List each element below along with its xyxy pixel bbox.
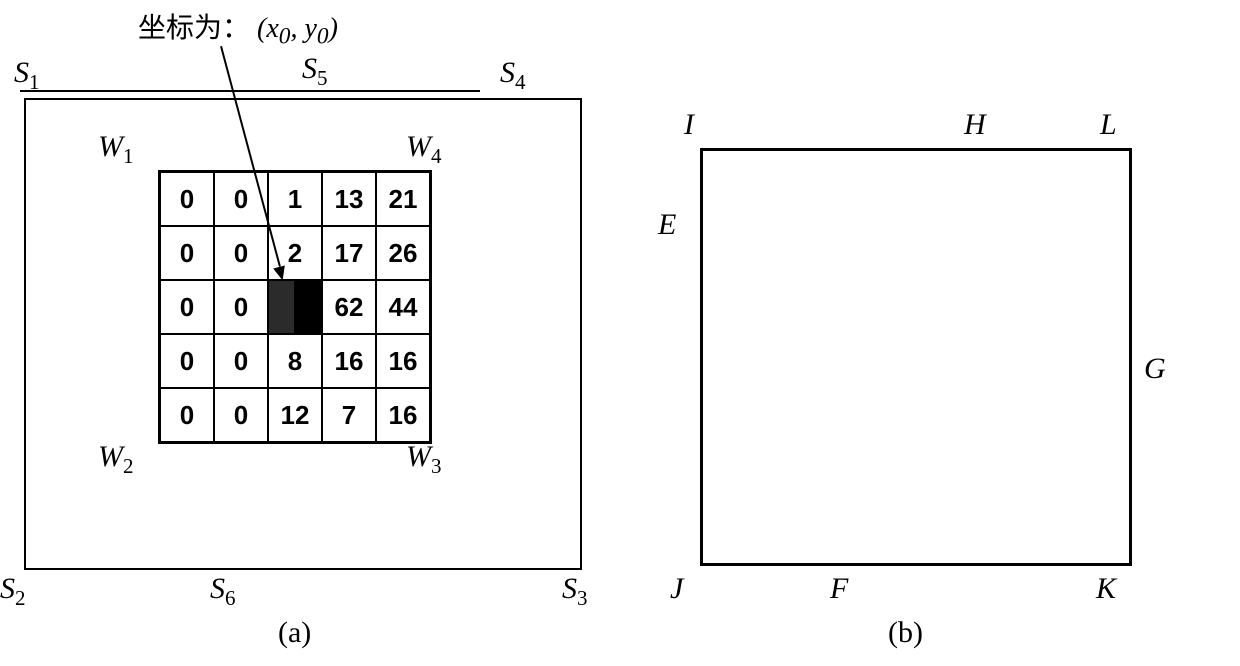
grid-cell: 26	[376, 226, 430, 280]
label-g: G	[1144, 352, 1166, 386]
caption-a: (a)	[278, 616, 311, 650]
label-w2: W2	[98, 440, 134, 479]
annotation-text-cn: 坐标为：	[138, 13, 250, 44]
grid-cell: 21	[376, 172, 430, 226]
grid-cell: 0	[214, 226, 268, 280]
panel-b-rect	[700, 148, 1132, 566]
grid-cell: 16	[322, 334, 376, 388]
label-w1: W1	[98, 130, 134, 169]
grid-cell: 0	[160, 334, 214, 388]
grid-cell: 0	[214, 388, 268, 442]
coord-annotation: 坐标为： (x0, y0)	[138, 6, 338, 51]
grid-cell: 0	[214, 334, 268, 388]
label-l: L	[1100, 108, 1117, 142]
grid-cell: 2	[268, 226, 322, 280]
grid-cell: 0	[160, 280, 214, 334]
label-s1: S1	[14, 56, 40, 95]
label-s6: S6	[210, 572, 236, 611]
grid-cell: 0	[214, 172, 268, 226]
label-w4: W4	[406, 130, 442, 169]
grid-cell: 0	[214, 280, 268, 334]
label-k: K	[1096, 572, 1116, 606]
grid-cell: 0	[160, 388, 214, 442]
label-s5: S5	[302, 52, 328, 91]
label-h: H	[964, 108, 986, 142]
grid-cell: 0	[160, 172, 214, 226]
grid-cell: 16	[376, 388, 430, 442]
panel-a-top-edge-extension	[20, 90, 480, 92]
grid-cell: 13	[322, 172, 376, 226]
grid-cell-filled	[268, 280, 322, 334]
label-s3: S3	[562, 572, 588, 611]
grid-cell: 8	[268, 334, 322, 388]
grid-cell: 44	[376, 280, 430, 334]
grid-cell: 62	[322, 280, 376, 334]
grid-cell: 16	[376, 334, 430, 388]
label-w3: W3	[406, 440, 442, 479]
grid-cell: 7	[322, 388, 376, 442]
label-s2: S2	[0, 572, 26, 611]
grid-cell: 0	[160, 226, 214, 280]
label-f: F	[830, 572, 848, 606]
grid-cell: 17	[322, 226, 376, 280]
label-i: I	[684, 108, 694, 142]
annotation-coord: (x0, y0)	[257, 13, 338, 44]
grid-cell: 1	[268, 172, 322, 226]
caption-b: (b)	[888, 616, 923, 650]
label-s4: S4	[500, 56, 526, 95]
figure-stage: 坐标为： (x0, y0) S1 S2 S3 S4 S5 S6 W1 W2 W3…	[0, 0, 1240, 666]
panel-a-grid: 0011321002172600624400816160012716	[158, 170, 432, 444]
label-e: E	[658, 208, 676, 242]
label-j: J	[670, 572, 683, 606]
grid-cell: 12	[268, 388, 322, 442]
